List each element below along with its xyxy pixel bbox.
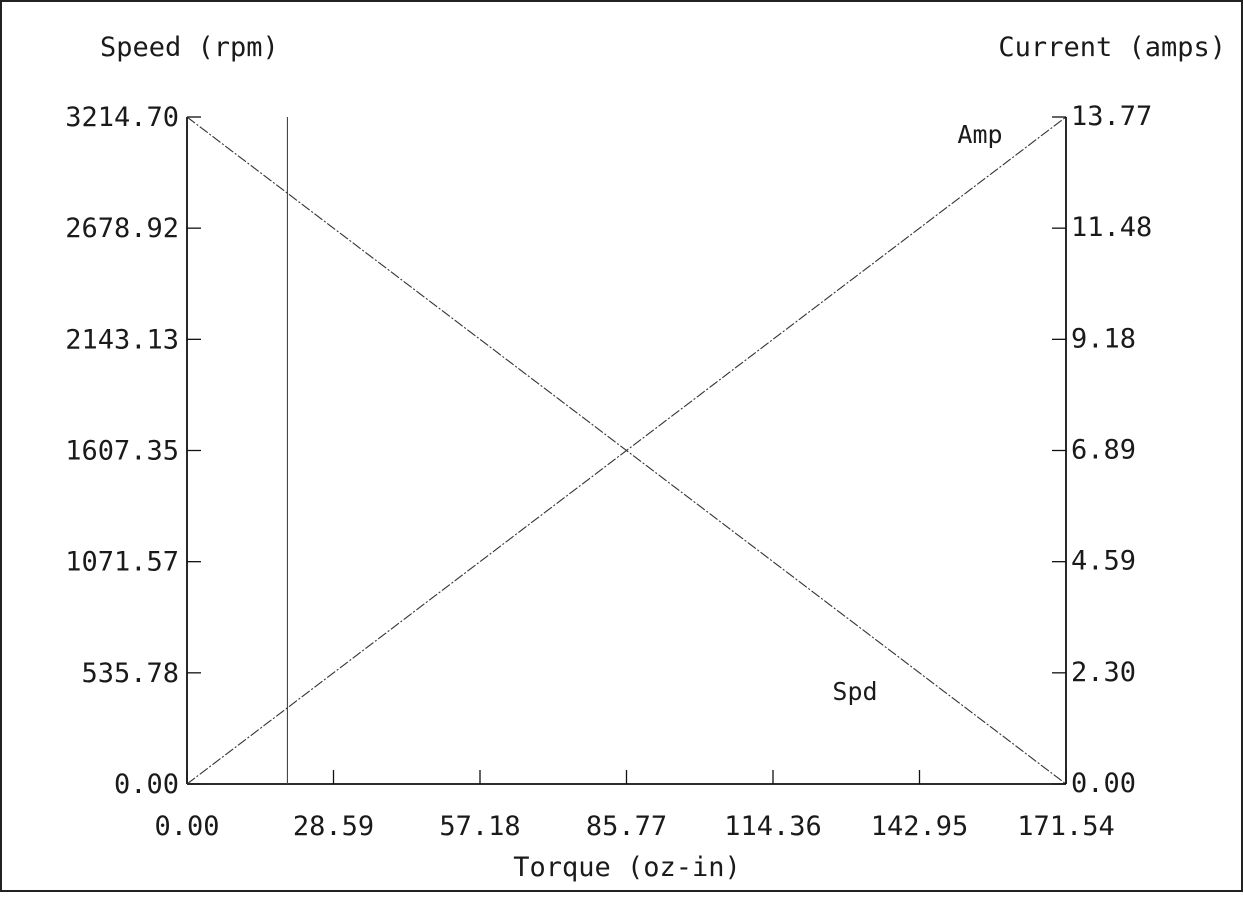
- plot-area: 0.00 28.59 57.18 85.77 114.36 142.95 171.54 0.0…: [65, 101, 1152, 842]
- series-label-spd: Spd: [832, 677, 877, 706]
- y-right-tick-label: 11.48: [1071, 212, 1152, 243]
- y-left-tick-label: 3214.70: [65, 102, 179, 133]
- y-right-tick-label: 2.30: [1071, 657, 1136, 688]
- y-left-tick-label: 0.00: [114, 769, 179, 800]
- y-left-axis-title: Speed (rpm): [100, 32, 279, 63]
- y-right-tick-label: 13.77: [1071, 101, 1152, 132]
- y-right-tick-label: 4.59: [1071, 546, 1136, 577]
- y-right-tick-label: 9.18: [1071, 323, 1136, 354]
- x-tick-label: 0.00: [154, 811, 219, 842]
- y-left-tick-label: 2678.92: [65, 213, 179, 244]
- y-left-tick-label: 2143.13: [65, 324, 179, 355]
- y-right-tick-label: 0.00: [1071, 768, 1136, 799]
- x-axis-title: Torque (oz-in): [513, 852, 741, 883]
- y-left-tick-label: 1607.35: [65, 436, 179, 467]
- x-tick-label: 57.18: [439, 811, 520, 842]
- x-tick-label: 28.59: [293, 811, 374, 842]
- x-tick-label: 171.54: [1017, 811, 1115, 842]
- x-tick-label: 142.95: [871, 811, 969, 842]
- y-right-axis-title: Current (amps): [998, 32, 1226, 63]
- y-left-tick-label: 1071.57: [65, 547, 179, 578]
- y-left-tick-label: 535.78: [81, 658, 179, 689]
- y-right-tick-label: 6.89: [1071, 435, 1136, 466]
- series-label-amp: Amp: [957, 120, 1002, 149]
- x-tick-label: 85.77: [586, 811, 667, 842]
- series-line-amp: [186, 116, 1067, 785]
- x-tick-label: 114.36: [724, 811, 822, 842]
